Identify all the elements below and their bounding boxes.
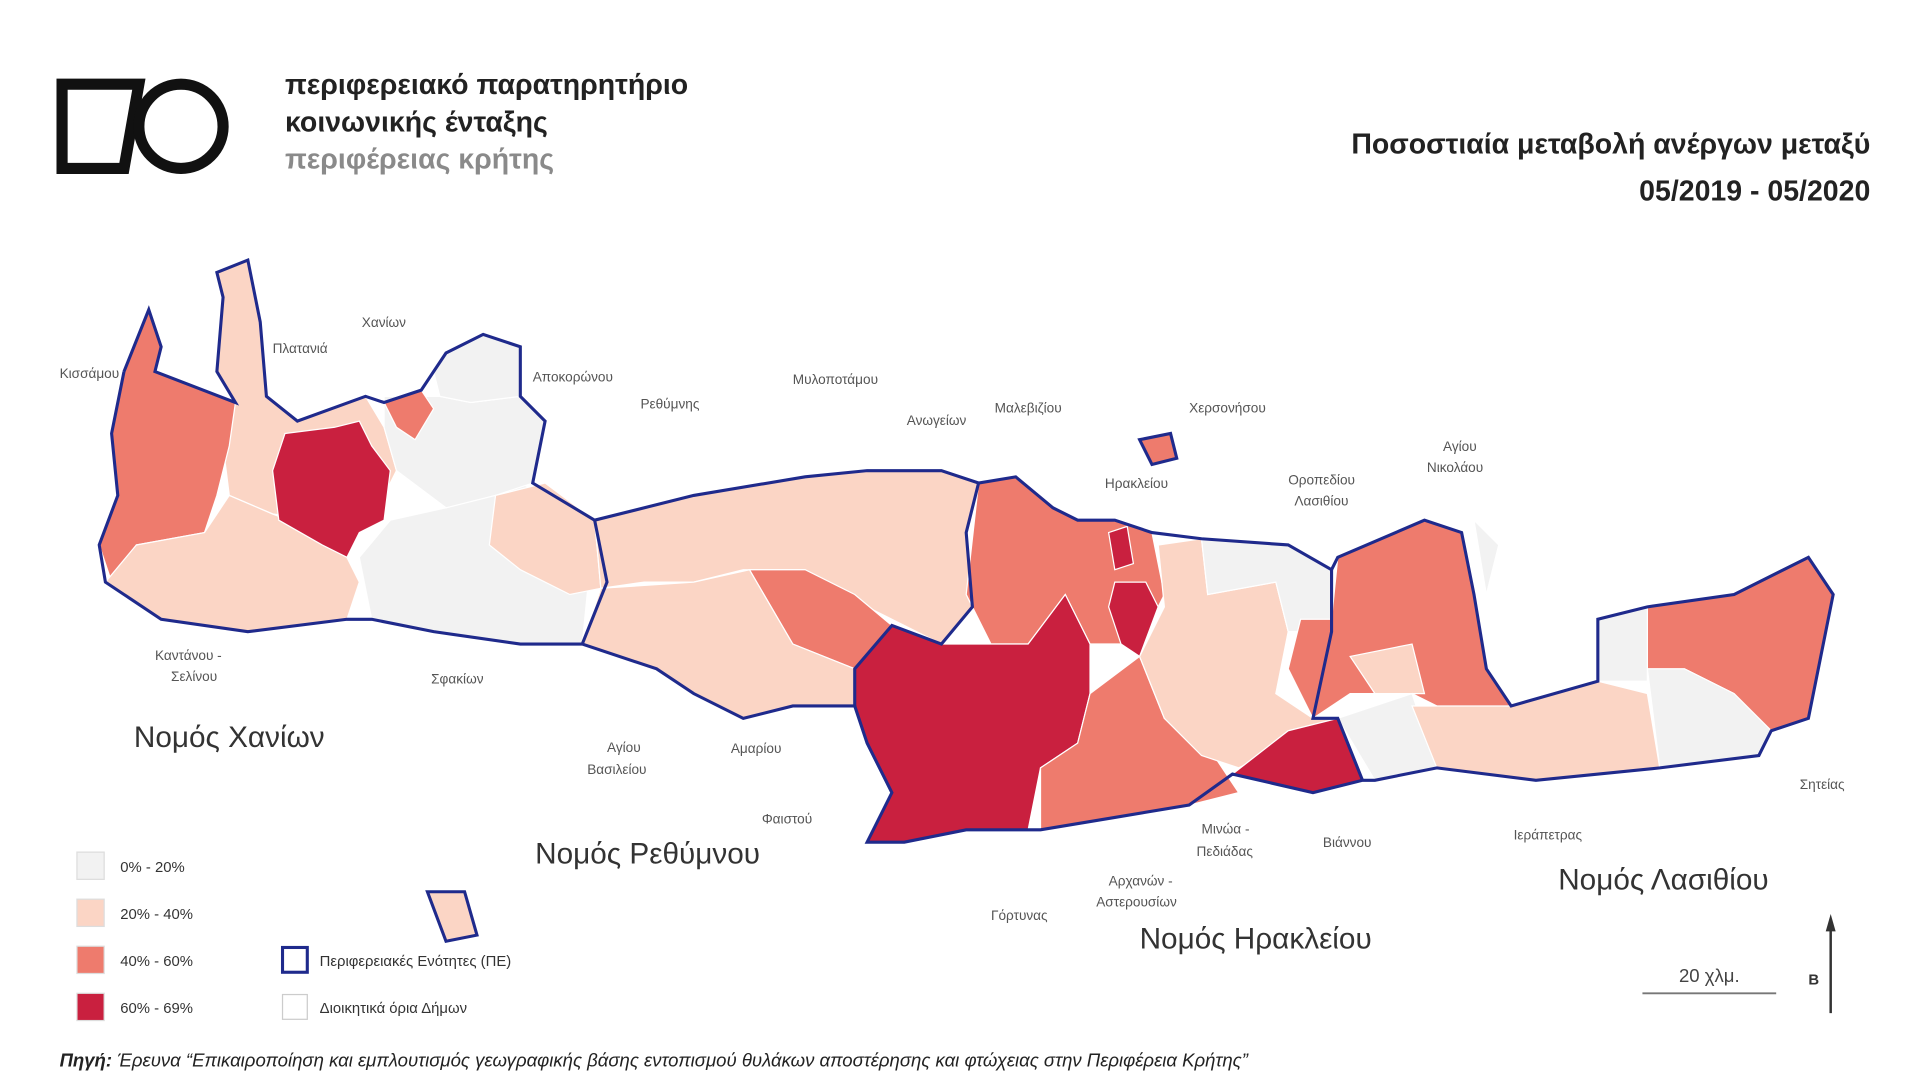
legend-label: 60% - 69% xyxy=(120,1001,193,1017)
org-line: κοινωνικής ένταξης xyxy=(285,106,548,138)
municipality-label: Μινώα - xyxy=(1202,822,1250,837)
municipality-label: Βασιλείου xyxy=(587,762,646,777)
municipality-label: Αρχανών - xyxy=(1109,874,1173,889)
municipality-label: Γόρτυνας xyxy=(991,908,1048,923)
municipality-label: Καντάνου - xyxy=(155,648,222,663)
north-arrow-head xyxy=(1825,914,1836,932)
municipality-label: Σελίνου xyxy=(171,669,217,684)
municipality-label: Σητείας xyxy=(1800,777,1845,792)
municipality-label: Οροπεδίου xyxy=(1288,472,1355,487)
legend-label: 0% - 20% xyxy=(120,860,184,876)
legend-swatch xyxy=(76,851,105,880)
municipality-labels: Κισσάμου Πλατανιά Χανίων Αποκορώνου Ρεθύ… xyxy=(60,315,1845,923)
municipality-label: Σφακίων xyxy=(431,672,484,687)
prefecture-label: Νομός Λασιθίου xyxy=(1558,863,1768,896)
region xyxy=(1107,525,1135,571)
legend-label: Διοικητικά όρια Δήμων xyxy=(320,1001,467,1017)
prefecture-label: Νομός Ηρακλείου xyxy=(1140,923,1372,956)
map-title: Ποσοστιαία μεταβολή ανέργων μεταξύ xyxy=(1351,129,1870,161)
source-text: Έρευνα “Επικαιροποίηση και εμπλουτισμός … xyxy=(117,1049,1248,1070)
logo xyxy=(56,78,229,175)
municipality-label: Αμαρίου xyxy=(731,741,782,756)
region xyxy=(432,333,521,404)
municipality-label: Αποκορώνου xyxy=(533,369,613,384)
municipality-label: Ρεθύμνης xyxy=(640,397,699,412)
municipality-label: Φαιστού xyxy=(762,812,812,827)
region xyxy=(1349,643,1426,695)
municipality-label: Χανίων xyxy=(362,315,406,330)
org-line: περιφέρειας κρήτης xyxy=(285,143,554,175)
region xyxy=(488,482,602,596)
prefecture-label: Νομός Ρεθύμνου xyxy=(535,837,760,870)
legend-swatch xyxy=(76,945,105,975)
source: Πηγή: Έρευνα “Επικαιροποίηση και εμπλουτ… xyxy=(60,1049,1249,1070)
legend-swatch xyxy=(281,993,308,1020)
scale-label: 20 χλμ. xyxy=(1679,965,1740,986)
municipality-label: Ανωγείων xyxy=(907,413,967,428)
municipality-label: Αγίου xyxy=(607,740,641,755)
municipality-label: Μαλεβιζίου xyxy=(995,400,1062,415)
island xyxy=(426,891,478,942)
municipality-label: Αγίου xyxy=(1443,439,1477,454)
municipality-label: Πλατανιά xyxy=(273,341,328,356)
prefecture-borders xyxy=(97,257,1835,944)
region xyxy=(1473,518,1500,595)
municipality-label: Μυλοποτάμου xyxy=(793,372,878,387)
source-prefix: Πηγή: xyxy=(60,1049,113,1070)
legend: Περιφερειακές Ενότητες (ΠΕ) Διοικητικά ό… xyxy=(76,851,512,1022)
regions xyxy=(98,259,1834,942)
north-label: Β xyxy=(1808,973,1819,989)
legend-label: Περιφερειακές Ενότητες (ΠΕ) xyxy=(320,954,512,970)
legend-label: 20% - 40% xyxy=(120,907,193,923)
legend-swatch xyxy=(76,898,105,928)
municipality-label: Πεδιάδας xyxy=(1197,844,1254,859)
prefecture-label: Νομός Χανίων xyxy=(134,721,325,754)
legend-label: 40% - 60% xyxy=(120,954,193,970)
municipality-label: Νικολάου xyxy=(1427,460,1483,475)
municipality-label: Λασιθίου xyxy=(1294,493,1348,508)
municipality-label: Χερσονήσου xyxy=(1189,400,1266,415)
org-line: περιφερειακό παρατηρητήριο xyxy=(285,69,688,101)
municipality-label: Αστερουσίων xyxy=(1096,895,1177,910)
legend-swatch xyxy=(76,992,105,1022)
municipality-label: Κισσάμου xyxy=(60,366,120,381)
municipality-label: Ηρακλείου xyxy=(1105,476,1168,491)
municipality-label: Βιάννου xyxy=(1323,835,1372,850)
prefecture-labels: Νομός Χανίων Νομός Ρεθύμνου Νομός Ηρακλε… xyxy=(134,721,1769,956)
map-title: 05/2019 - 05/2020 xyxy=(1639,176,1870,208)
region xyxy=(271,420,391,559)
legend-swatch xyxy=(280,945,309,974)
municipality-label: Ιεράπετρας xyxy=(1514,828,1583,843)
